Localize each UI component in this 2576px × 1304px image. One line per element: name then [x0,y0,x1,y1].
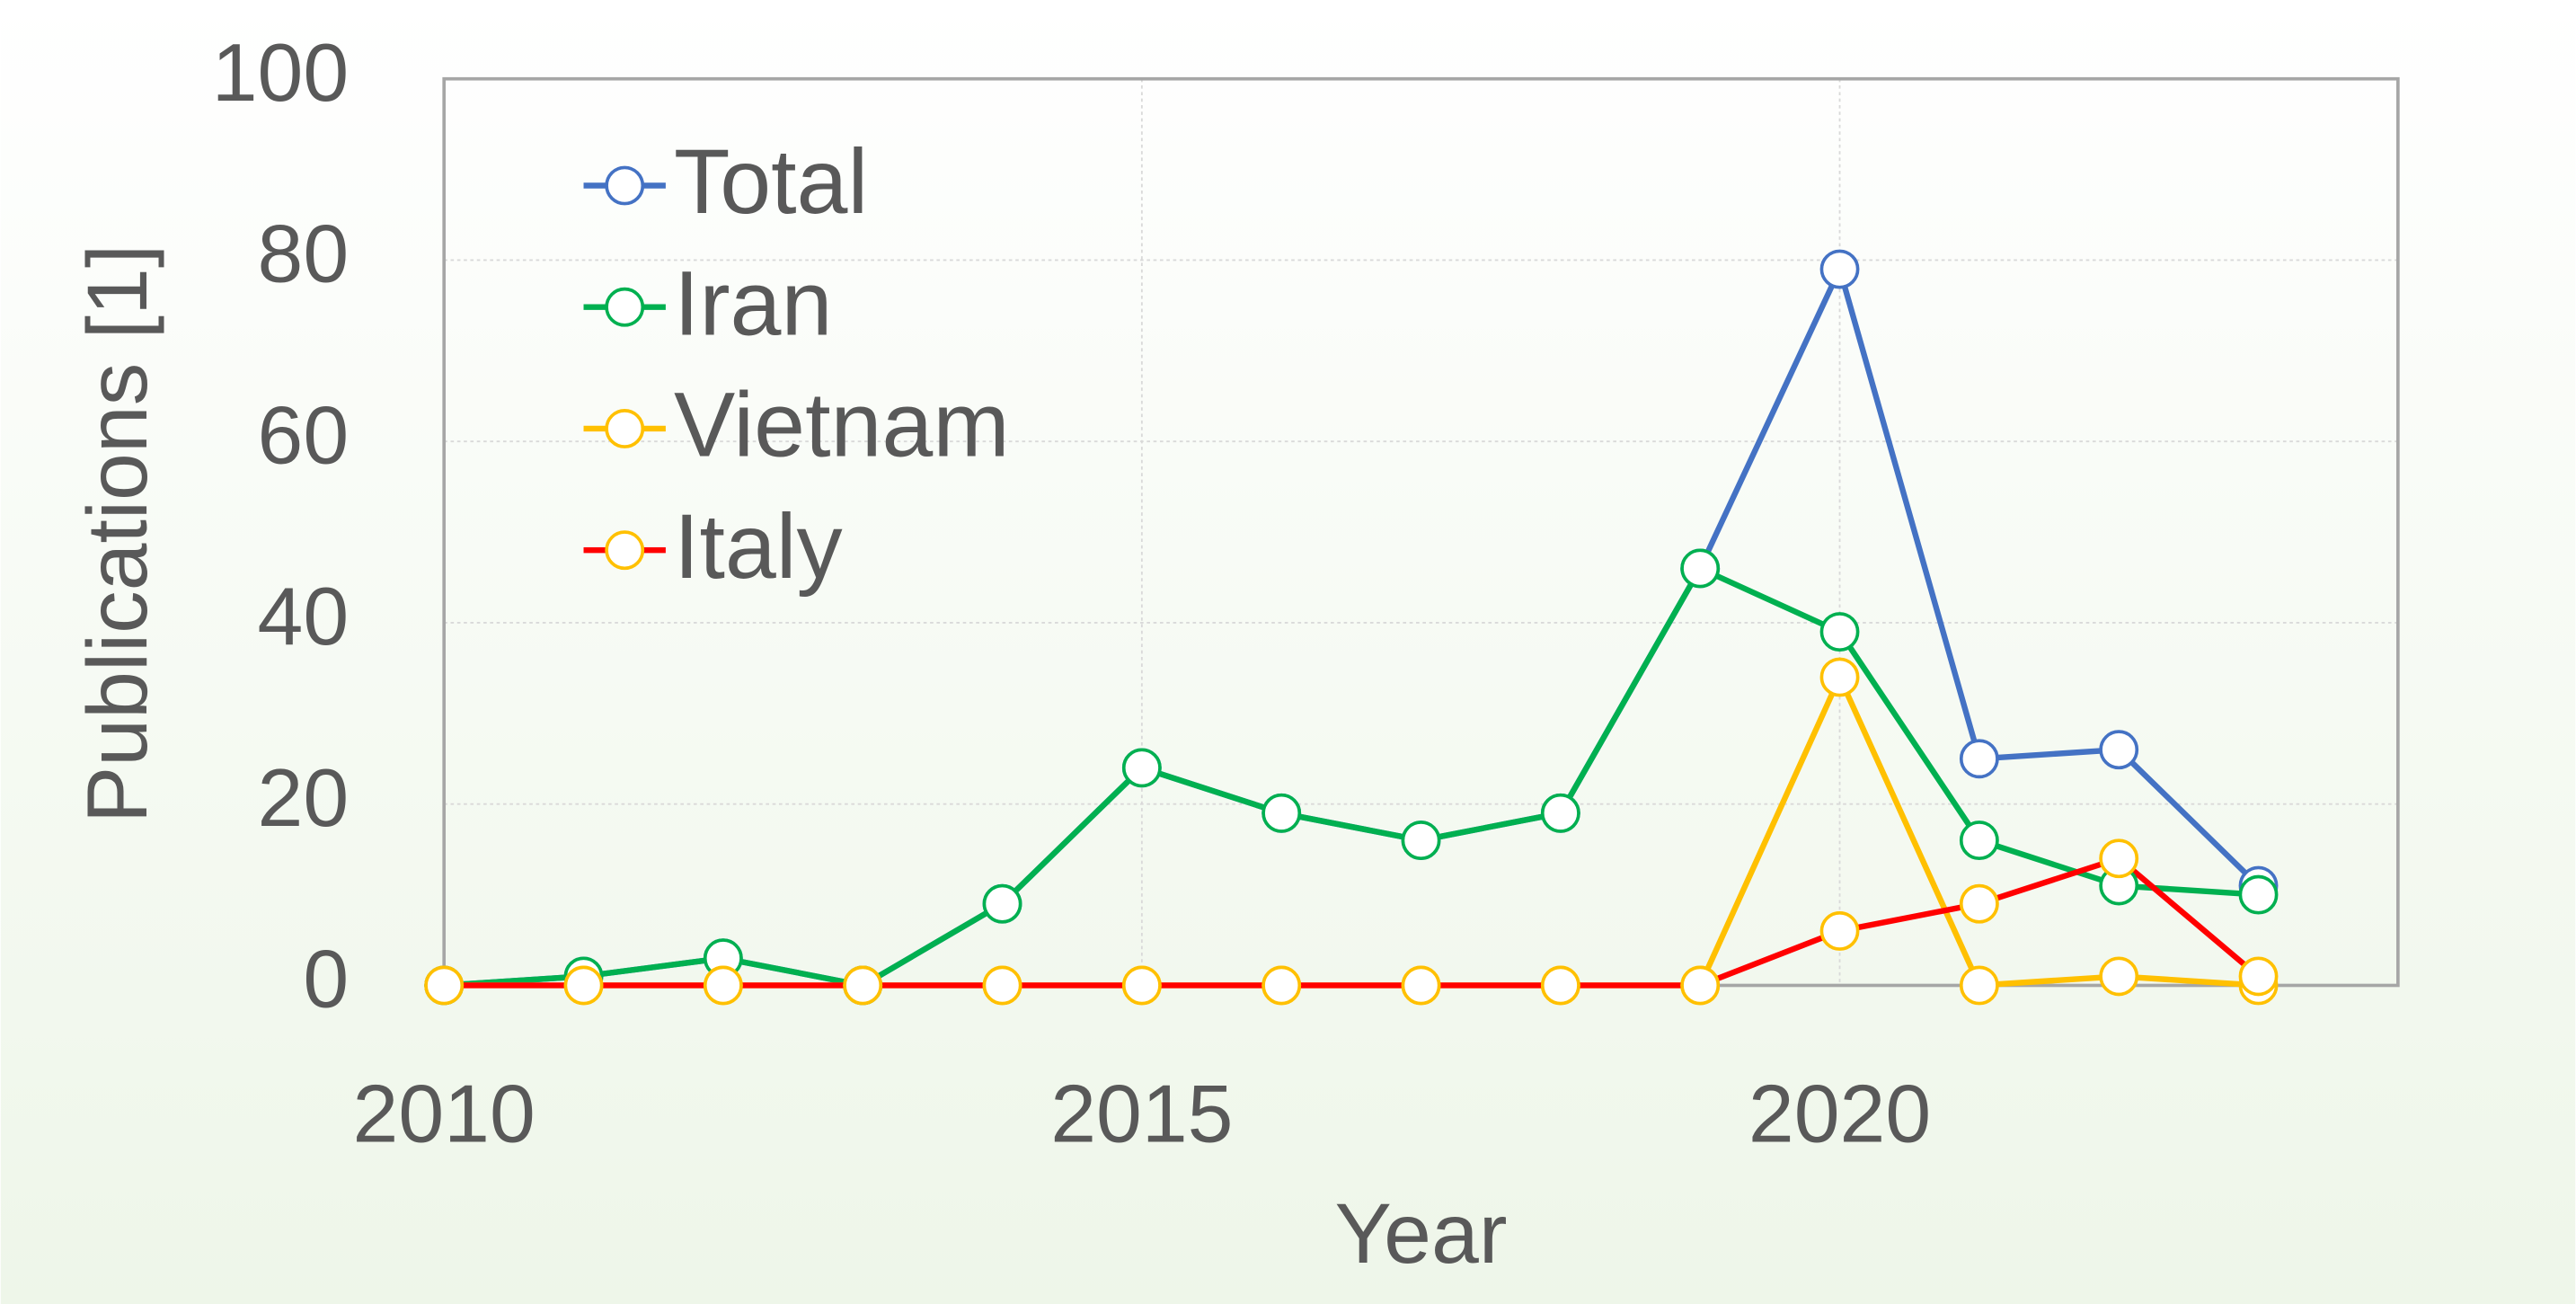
data-point [2099,838,2139,879]
data-point [982,965,1022,1006]
data-point [1401,821,1441,861]
legend-marker [605,530,645,571]
data-point [2099,956,2139,997]
x-tick-label: 2010 [353,1068,536,1159]
data-point [1261,965,1302,1006]
legend-label: Vietnam [674,373,1010,476]
data-point [1959,821,1999,861]
y-tick-label: 0 [303,934,349,1025]
data-point [703,965,743,1006]
y-tick-label: 80 [258,208,350,300]
data-point [1819,911,1860,951]
y-axis-title: Publications [1] [70,244,165,823]
data-point [1540,965,1580,1006]
data-point [2099,730,2139,770]
data-point [1959,883,1999,924]
legend-marker [605,165,645,206]
legend-label: Italy [674,494,843,598]
data-point [1540,793,1580,833]
data-point [2238,874,2279,915]
data-point [1680,965,1721,1006]
x-tick-label: 2020 [1748,1068,1931,1159]
data-point [1959,739,1999,779]
y-tick-label: 60 [258,389,350,481]
data-point [1121,965,1162,1006]
data-point [1680,548,1721,589]
legend-marker [605,287,645,327]
data-point [2238,956,2279,997]
x-tick-label: 2015 [1050,1068,1233,1159]
data-point [1261,793,1302,833]
legend-marker [605,409,645,448]
data-point [1121,748,1162,788]
y-tick-label: 40 [258,571,350,662]
y-tick-label: 20 [258,752,350,844]
legend-label: Iran [674,251,832,354]
series-line [443,565,2259,989]
data-point [424,965,465,1006]
y-tick-label: 100 [212,27,349,119]
legend-label: Total [674,129,868,233]
x-axis-title: Year [1335,1186,1508,1282]
data-point [563,965,604,1006]
data-point [1819,249,1860,289]
data-point [1819,657,1860,697]
data-point [1401,965,1441,1006]
series-line [444,856,2261,989]
data-point [1819,612,1860,652]
data-point [843,965,883,1006]
data-point [1959,965,1999,1006]
data-point [982,883,1022,924]
